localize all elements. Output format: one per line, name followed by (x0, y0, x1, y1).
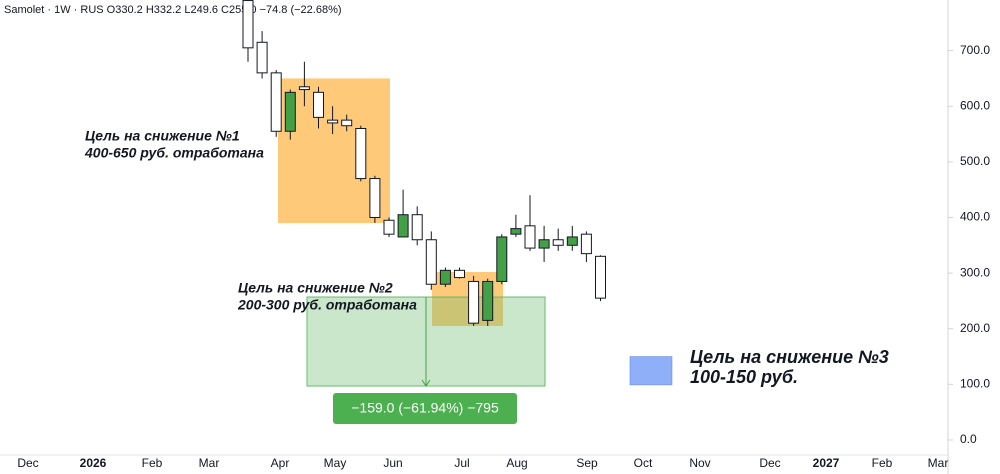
candle-body (496, 236, 508, 282)
candle-body (439, 269, 451, 285)
x-tick-label: Aug (506, 456, 527, 470)
candle-body (510, 228, 522, 235)
candle-body (298, 86, 310, 91)
x-tick-label: May (324, 456, 347, 470)
candle-body (383, 219, 395, 235)
y-tick-label: 300.0 (960, 265, 990, 279)
candle-body (355, 127, 367, 180)
x-tick-label: Mar (199, 456, 220, 470)
x-tick-label: 2027 (813, 456, 840, 470)
candle-body (580, 233, 592, 255)
x-tick-label: Mar (928, 456, 949, 470)
y-tick-label: 400.0 (960, 210, 990, 224)
candle-body (454, 269, 465, 279)
candle-body (411, 214, 423, 241)
y-tick-label: 200.0 (960, 321, 990, 335)
x-tick-label: Dec (17, 456, 38, 470)
x-tick-label: Jun (383, 456, 402, 470)
zone-label: Цель на снижение №1 (85, 128, 240, 144)
candle-body (468, 280, 480, 324)
candle-body (369, 178, 381, 218)
x-tick-label: Sep (576, 456, 598, 470)
x-tick-label: Oct (634, 456, 653, 470)
plot-area (242, 0, 673, 387)
x-tick-label: Apr (271, 456, 290, 470)
candle-body (270, 72, 282, 132)
candle-body (482, 280, 494, 321)
measure-arrow-head (421, 379, 431, 387)
candle-body (595, 255, 606, 299)
x-tick-label: Feb (142, 456, 163, 470)
y-tick-label: 500.0 (960, 154, 990, 168)
candle-body (538, 239, 550, 249)
x-tick-label: 2026 (80, 456, 107, 470)
candle-body (284, 91, 296, 132)
candle-body (566, 236, 578, 246)
candle-body (313, 91, 324, 118)
candle-body (425, 239, 437, 285)
x-tick-label: Nov (689, 456, 710, 470)
x-tick-label: Jul (454, 456, 469, 470)
zone-label: 100-150 руб. (690, 367, 798, 387)
candle-body (524, 225, 536, 249)
candle-body (397, 214, 409, 238)
y-tick-label: 0.0 (960, 432, 977, 446)
y-tick-label: 100.0 (960, 377, 990, 391)
candle-body (327, 119, 339, 124)
x-tick-label: Dec (759, 456, 780, 470)
zone-label: Цель на снижение №2 (238, 280, 393, 296)
measure-label-bg (333, 393, 517, 424)
candle-body (256, 41, 268, 74)
y-tick-label: 600.0 (960, 98, 990, 112)
zone-label: 400-650 руб. отработана (84, 145, 264, 161)
measure-label: −159.0 (−61.94%) −795 (351, 400, 499, 416)
candle-body (242, 0, 254, 49)
zone-label: Цель на снижение №3 (690, 347, 889, 367)
chart-title: Samolet · 1W · RUS O330.2 H332.2 L249.6 … (4, 4, 342, 16)
candle-body (552, 239, 564, 246)
y-tick-label: 700.0 (960, 43, 990, 57)
x-tick-label: Feb (872, 456, 893, 470)
candle-body (341, 119, 353, 127)
zone-label: 200-300 руб. отработана (237, 297, 417, 313)
target-zone (629, 356, 673, 386)
